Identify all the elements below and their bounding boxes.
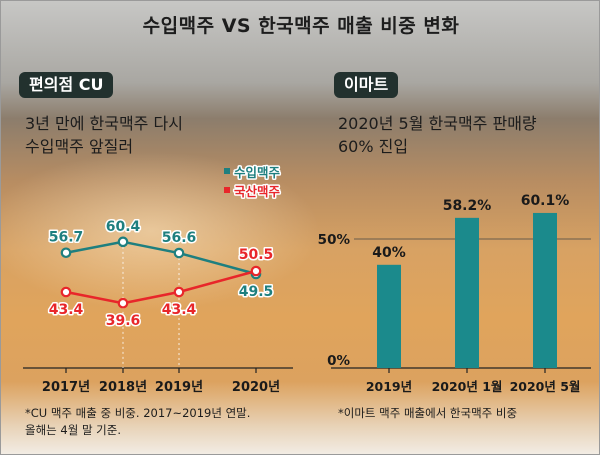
data-label: 56.6 [162,230,197,246]
right-headline-line1: 2020년 5월 한국맥주 판매량 [338,114,537,133]
bar-value-label: 58.2% [443,198,492,214]
background-glow [1,151,321,311]
left-footnote-line2: 올해는 4월 말 기준. [25,423,121,437]
bar-x-tick-label: 2020년 1월 [432,379,503,394]
right-footnote: *이마트 맥주 매출에서 한국맥주 비중 [338,406,518,420]
bar [377,264,401,368]
legend-label-halo: 국산맥주 [234,184,281,199]
left-footnote-line1: *CU 맥주 매출 중 비중. 2017~2019년 연말. [25,406,251,420]
data-label: 56.7 [49,230,84,246]
data-label: 39.6 [106,313,141,329]
bar-value-label: 60.1% [521,193,570,209]
legend-label-halo: 수입맥주 [234,165,281,180]
data-label-halo: 50.5 [239,247,274,263]
left-headline-line1: 3년 만에 한국맥주 다시 [25,114,183,133]
data-label: 50.5 [239,247,274,263]
right-headline-line2: 60% 진입 [338,137,409,156]
data-label-halo: 43.4 [49,302,84,318]
data-label: 43.4 [49,302,84,318]
data-label: 43.4 [162,302,197,318]
data-point [60,247,72,259]
legend-swatch [224,168,230,174]
bar-y-tick-label: 0% [327,353,350,369]
main-title: 수입맥주 VS 한국맥주 매출 비중 변화 [142,15,460,37]
bar [455,217,479,368]
data-label-halo: 56.6 [162,230,197,246]
bar-x-tick-label: 2020년 5월 [510,379,581,394]
data-label: 49.5 [239,284,274,300]
data-label-halo: 49.5 [239,284,274,300]
bar-value-label: 40% [372,245,406,261]
data-label-halo: 43.4 [162,302,197,318]
data-label-halo: 56.7 [49,230,84,246]
legend-label: 수입맥주 [234,165,281,180]
line-x-tick-label: 2017년 [42,380,90,395]
data-label: 60.4 [106,219,141,235]
bar-y-tick-label: 50% [318,232,351,248]
data-point [250,265,262,277]
emart-badge: 이마트 [334,72,399,98]
series-line-import [65,240,257,276]
bar-x-tick-label: 2019년 [366,379,412,394]
cu-badge: 편의점 CU [19,72,114,98]
line-x-tick-label: 2019년 [155,380,203,395]
data-label-halo: 60.4 [106,219,141,235]
line-x-tick-label: 2018년 [99,380,147,395]
data-point [173,247,185,259]
data-label-halo: 39.6 [106,313,141,329]
data-point [117,236,129,248]
line-x-tick-label: 2020년 [232,380,280,395]
bar [533,212,557,368]
data-point [173,286,185,298]
series-line-domestic [65,269,257,305]
data-point [117,297,129,309]
data-point [60,286,72,298]
legend-swatch [224,187,230,193]
left-headline-line2: 수입맥주 앞질러 [25,137,134,156]
legend-label: 국산맥주 [234,184,281,199]
